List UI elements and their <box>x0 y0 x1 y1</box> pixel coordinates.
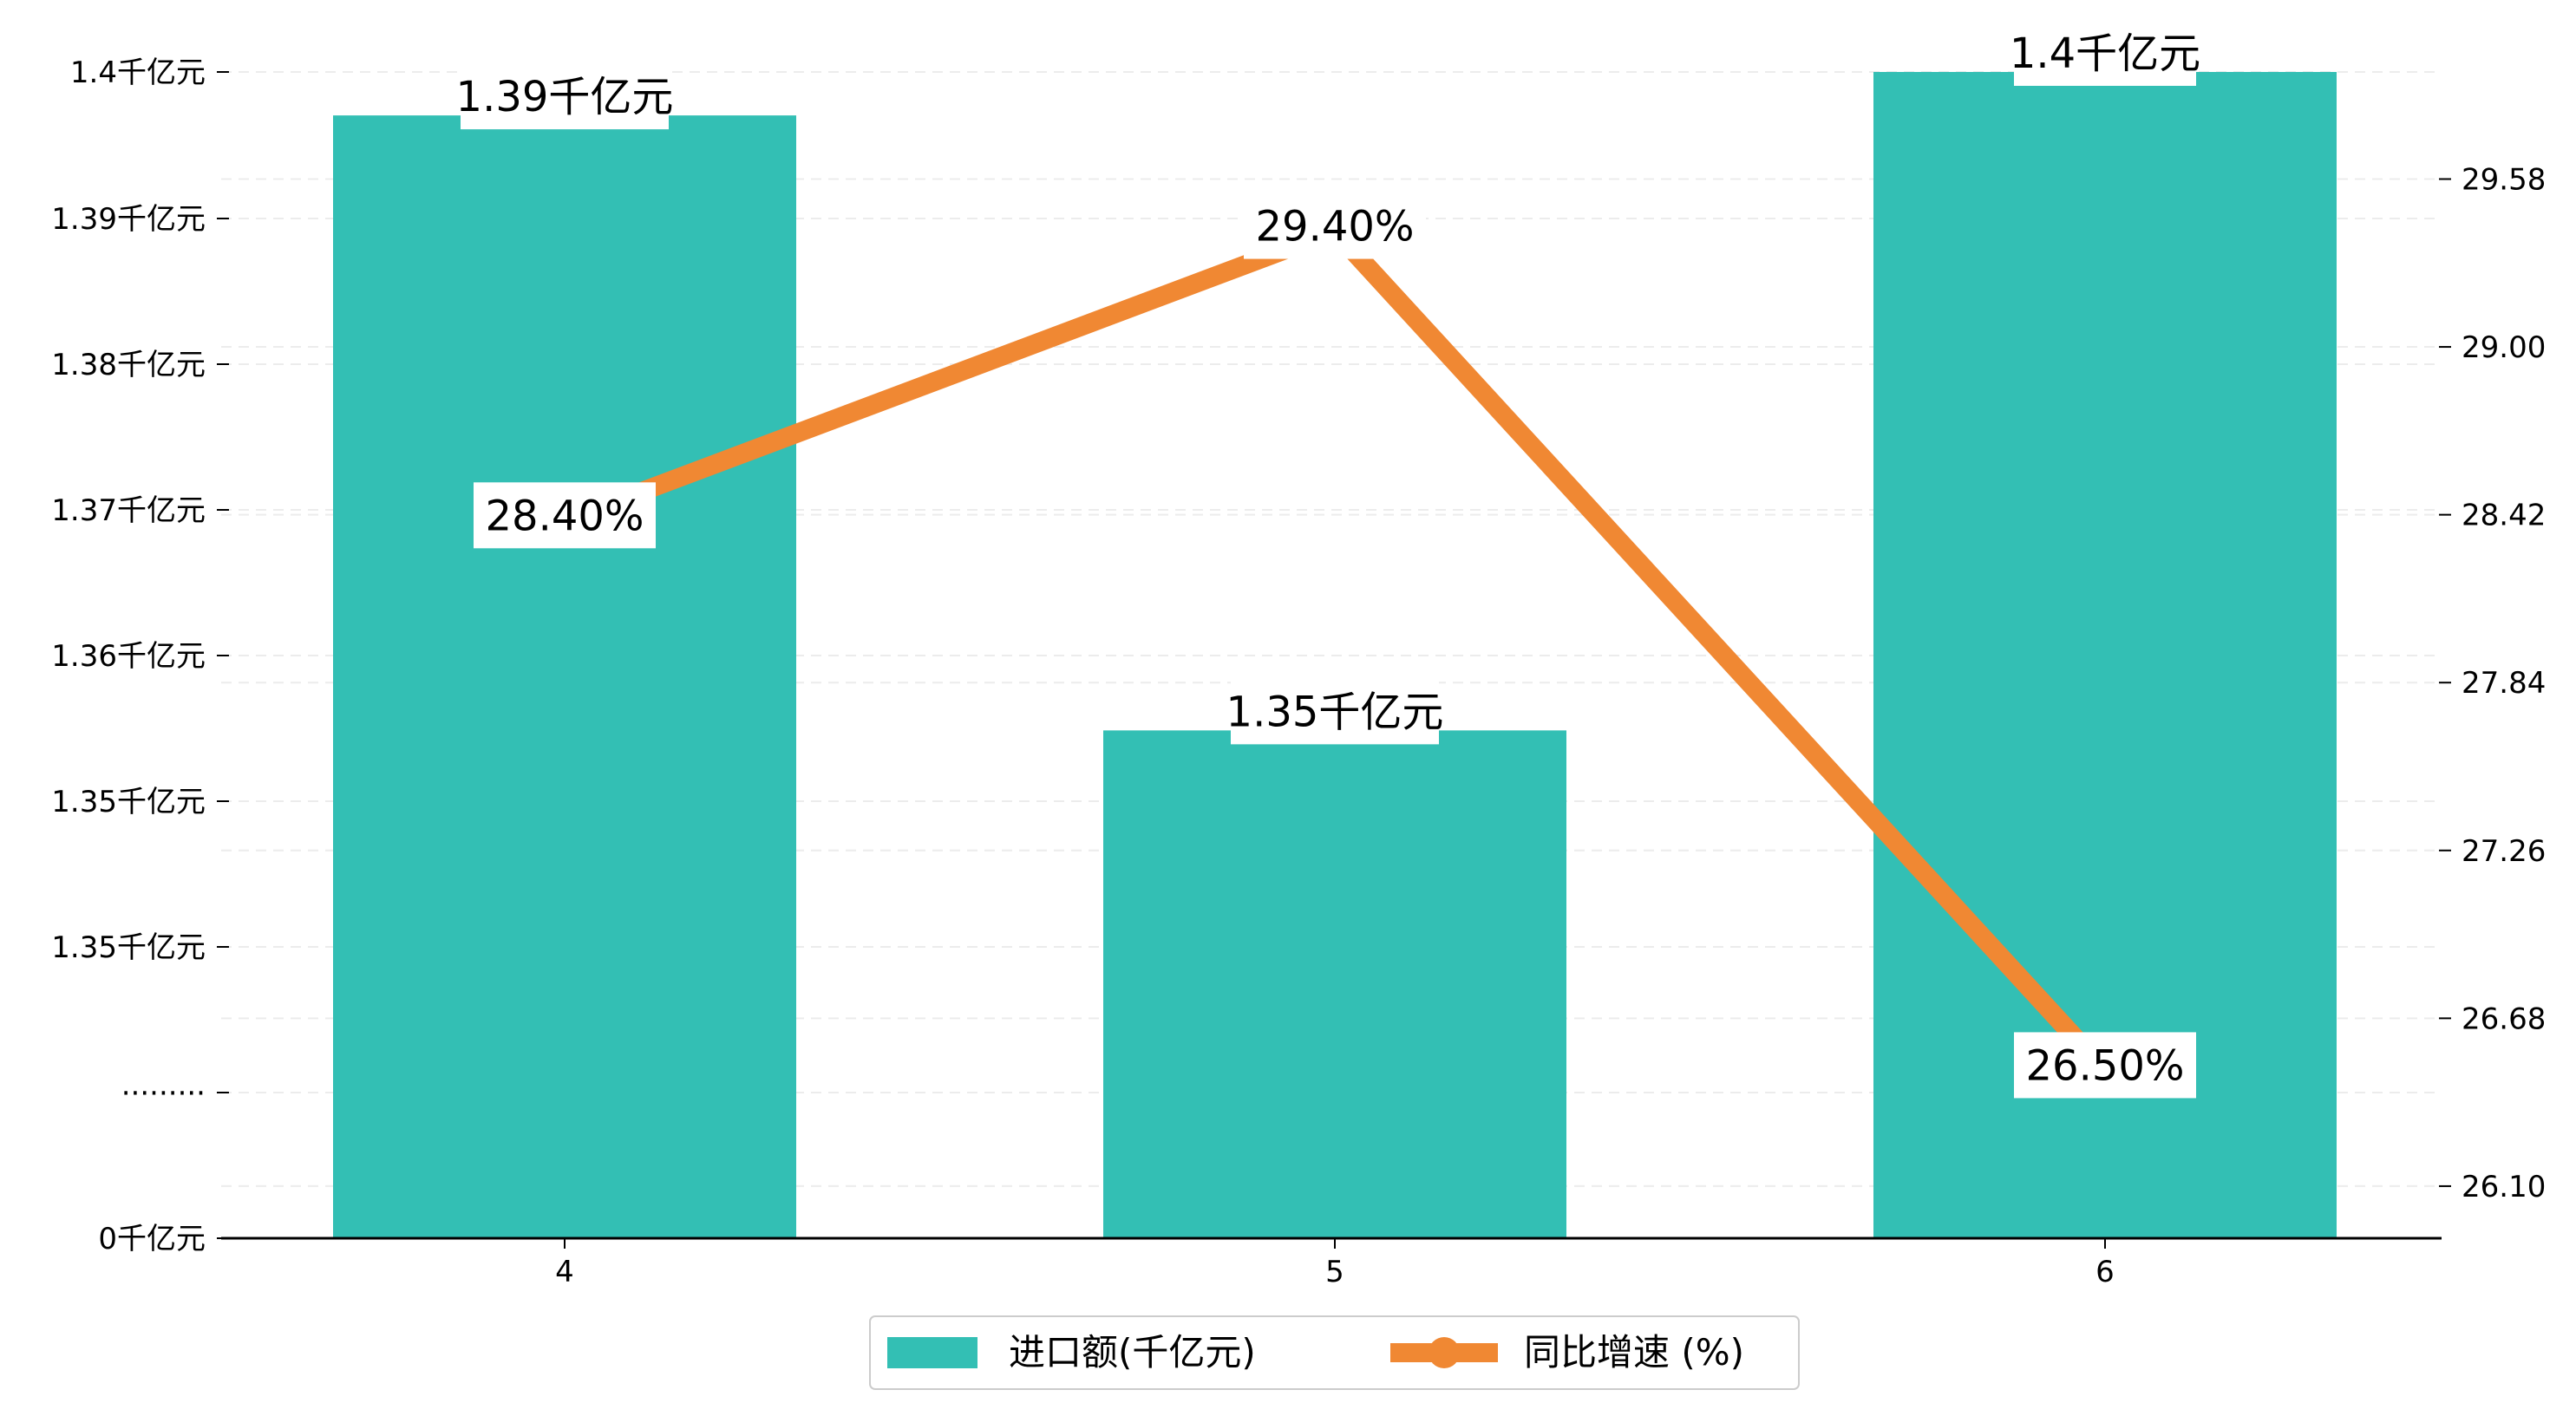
line-data-label: 28.40% <box>474 482 656 549</box>
y2-tick-label: 28.42 <box>2462 499 2546 533</box>
bar <box>1103 730 1566 1238</box>
line-data-label-box <box>1244 192 1426 259</box>
bar-data-label-text: 1.4千亿元 <box>2010 29 2200 78</box>
bar-data-label-text: 1.35千亿元 <box>1226 688 1444 736</box>
y-tick-label: 1.38千亿元 <box>51 348 206 382</box>
y2-tick-label: 27.84 <box>2462 666 2546 701</box>
bar-data-label: 1.35千亿元 <box>1226 678 1444 745</box>
line-data-label: 29.40% <box>1244 192 1426 259</box>
y2-tick-label: 29.00 <box>2462 330 2546 365</box>
y-tick-label: 1.37千亿元 <box>51 493 206 528</box>
x-tick-label: 4 <box>555 1255 574 1289</box>
bar-data-label-text: 1.39千亿元 <box>456 73 674 121</box>
bar-data-label-box <box>2014 20 2196 86</box>
y-tick-label: 0千亿元 <box>98 1222 206 1256</box>
legend-swatch-marker <box>1429 1337 1460 1368</box>
x-tick-label: 5 <box>1325 1255 1344 1289</box>
y-tick-label: ········· <box>121 1076 206 1111</box>
y2-tick-label: 26.10 <box>2462 1170 2546 1204</box>
line-data-label-text: 29.40% <box>1255 203 1414 251</box>
y-tick-label: 1.4千亿元 <box>70 55 206 90</box>
legend: 进口额(千亿元) 同比增速 (%) <box>869 1315 1800 1390</box>
axes: 0千亿元 ········· 1.35千亿元 1.35千亿元 1.36千亿元 1.37千亿… <box>51 55 2546 1289</box>
legend-swatch-bar <box>887 1337 977 1368</box>
bar-data-label-box <box>1231 678 1439 745</box>
bar-data-label: 1.39千亿元 <box>456 63 674 130</box>
bar-data-label-box <box>461 63 669 130</box>
line-data-label-box <box>474 482 656 549</box>
data-labels: 1.39千亿元 1.35千亿元 1.4千亿元 28.40% 29.40% 26.50% <box>456 20 2200 1099</box>
bar <box>333 115 796 1238</box>
legend-label-line: 同比增速 (%) <box>1524 1331 1744 1374</box>
y2-tick-label: 26.68 <box>2462 1002 2546 1036</box>
line-data-label: 26.50% <box>2014 1032 2196 1099</box>
bar-data-label: 1.4千亿元 <box>2010 20 2200 86</box>
y2-tick-label: 29.58 <box>2462 162 2546 197</box>
legend-label-bar: 进口额(千亿元) <box>1009 1331 1256 1374</box>
y-tick-label: 1.35千亿元 <box>51 930 206 965</box>
y2-tick-label: 27.26 <box>2462 834 2546 869</box>
y-tick-label: 1.39千亿元 <box>51 202 206 237</box>
y-tick-label: 1.36千亿元 <box>51 639 206 674</box>
line-data-label-box <box>2014 1032 2196 1099</box>
line-data-label-text: 28.40% <box>485 492 644 540</box>
y-tick-label: 1.35千亿元 <box>51 785 206 819</box>
line-data-label-text: 26.50% <box>2025 1041 2184 1090</box>
x-tick-label: 6 <box>2095 1255 2115 1289</box>
bar-series <box>333 72 2337 1238</box>
legend-box <box>869 1315 1800 1390</box>
